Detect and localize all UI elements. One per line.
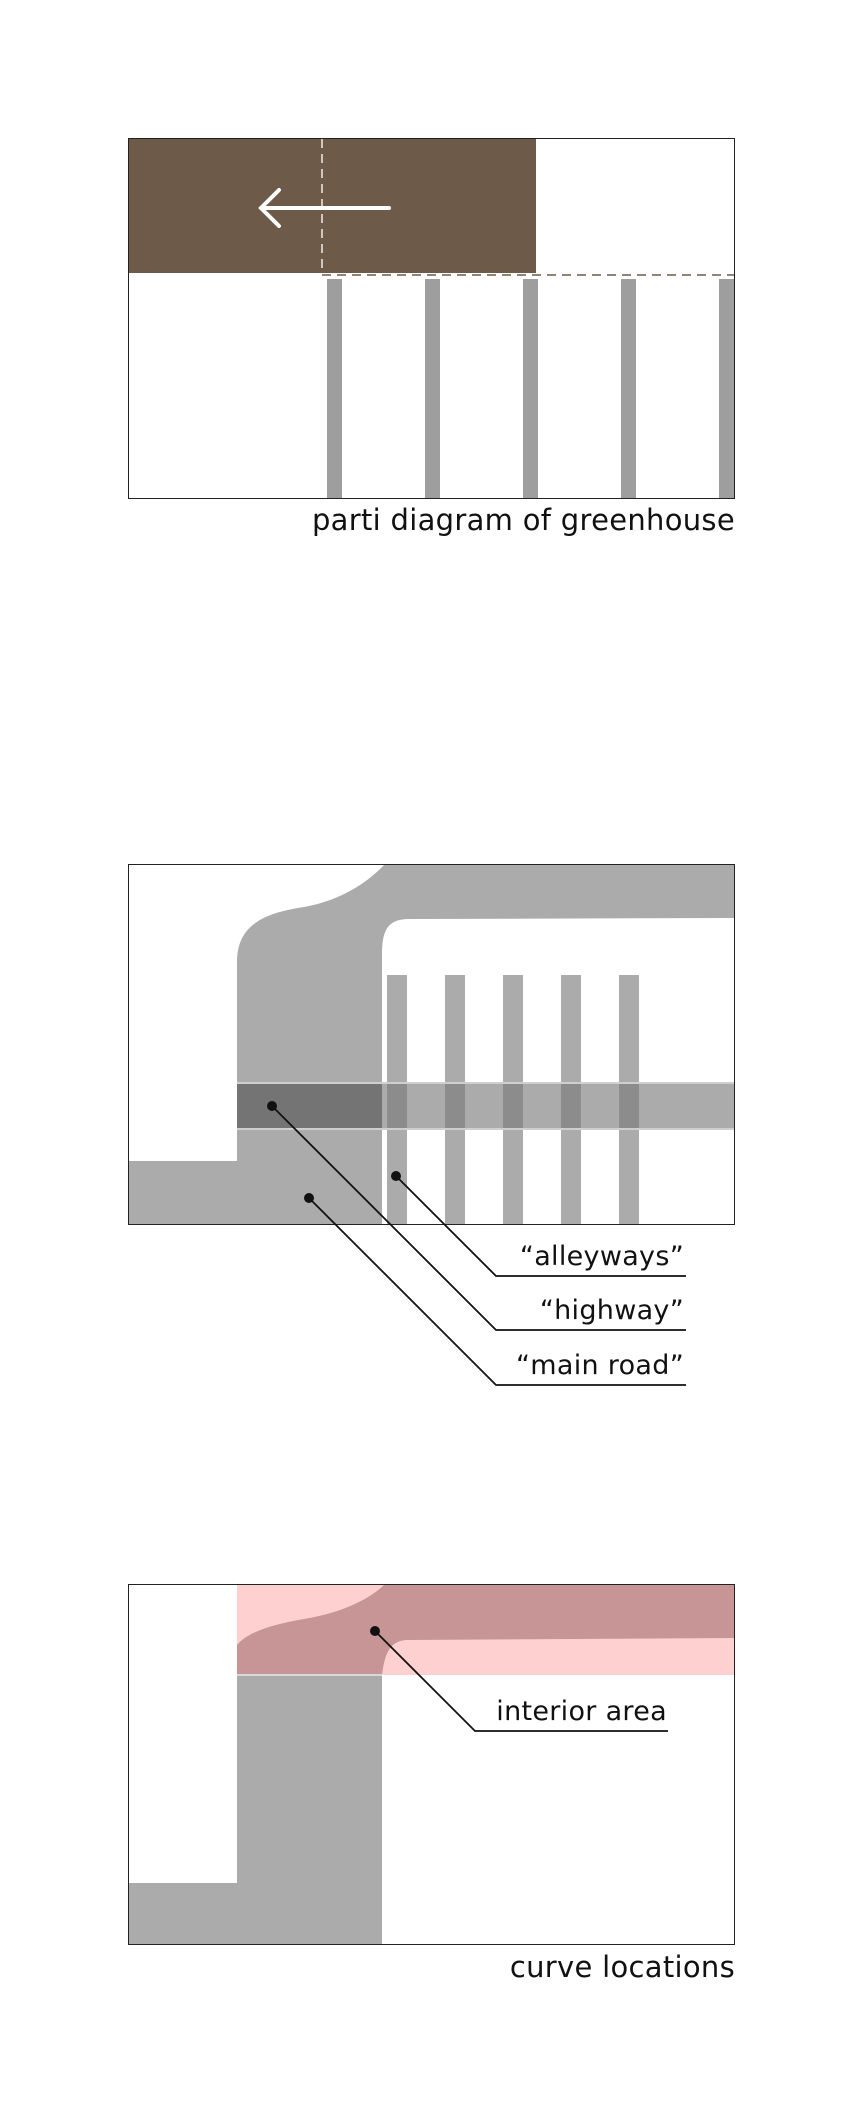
curve-locations-panel [128,1584,735,1945]
parti-diagram-panel [128,138,735,499]
alley-stripe [425,279,440,498]
alley-intersection [503,1083,523,1129]
alley-stripe [719,279,734,498]
alley-stripe [523,279,538,498]
left-arrow-icon [258,188,391,228]
alleyways-label: “alleyways” [519,1241,684,1272]
curved-road-overlay [237,1585,734,1675]
circulation-diagram-panel [128,864,735,1225]
interior-area-label: interior area [496,1696,667,1727]
alley-intersection [619,1083,639,1129]
parti-diagram-graphic [129,139,734,498]
alley-intersection [445,1083,465,1129]
alley-intersection [387,1083,407,1129]
curve-locations-graphic [129,1585,734,1944]
main-road-shape [129,1675,382,1944]
alley-intersection [561,1083,581,1129]
circulation-diagram-graphic [129,865,734,1224]
alley-stripe [621,279,636,498]
alley-stripe [327,279,342,498]
panel3-caption: curve locations [509,1950,735,1984]
highway-label: “highway” [539,1295,684,1326]
alley-stripes [327,279,734,498]
main-road-label: “main road” [515,1350,684,1381]
highway-band-dark [237,1083,382,1129]
main-road-shape [129,865,734,1224]
panel1-caption: parti diagram of greenhouse [311,503,735,537]
